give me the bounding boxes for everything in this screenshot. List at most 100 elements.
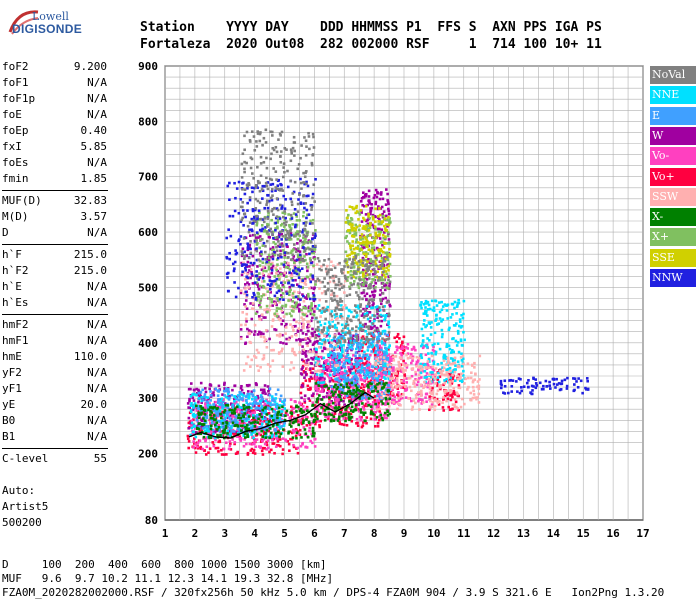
data-point (445, 399, 448, 403)
data-point (366, 357, 369, 361)
data-point (328, 401, 331, 404)
data-point (327, 353, 331, 357)
data-point (451, 403, 455, 406)
data-point (222, 410, 226, 414)
data-point (282, 285, 286, 289)
data-point (203, 419, 207, 423)
data-point (325, 361, 328, 365)
data-point (246, 414, 250, 417)
data-point (395, 374, 399, 378)
data-point (373, 193, 377, 197)
data-point (437, 301, 441, 304)
data-point (386, 410, 390, 414)
data-point (473, 366, 476, 369)
data-point (258, 251, 262, 255)
data-point (205, 416, 209, 420)
data-point (266, 401, 270, 405)
param-name: h`E (2, 280, 22, 293)
data-point (285, 337, 288, 341)
data-point (476, 396, 479, 399)
data-point (302, 359, 305, 363)
data-point (387, 325, 391, 329)
data-point (382, 371, 386, 374)
data-point (408, 385, 412, 389)
data-point (273, 413, 277, 417)
data-point (251, 393, 255, 397)
data-point (363, 312, 367, 316)
data-point (366, 400, 370, 404)
data-point (335, 326, 338, 330)
data-point (326, 365, 329, 369)
data-point (431, 380, 434, 384)
data-point (429, 372, 433, 376)
data-point (362, 283, 365, 287)
param-name: hmF1 (2, 334, 29, 347)
data-point (375, 360, 378, 363)
data-point (209, 427, 213, 431)
data-point (387, 287, 390, 290)
data-point (231, 388, 234, 392)
data-point (340, 323, 344, 327)
data-point (292, 261, 296, 264)
data-point (380, 228, 384, 232)
data-point (365, 369, 369, 372)
data-point (302, 421, 305, 425)
data-point (256, 333, 260, 336)
data-point (271, 359, 275, 363)
data-point (207, 408, 210, 412)
data-point (261, 439, 264, 443)
data-point (334, 372, 338, 376)
data-point (277, 307, 281, 310)
data-point (360, 383, 364, 386)
data-point (197, 388, 200, 392)
data-point (326, 305, 330, 309)
data-point (382, 278, 386, 282)
data-point (358, 276, 361, 279)
data-point (260, 313, 264, 316)
data-point (260, 405, 264, 408)
data-point (212, 414, 216, 417)
data-point (362, 353, 366, 357)
data-point (338, 420, 341, 423)
data-point (420, 344, 423, 348)
data-point (199, 381, 203, 385)
data-point (360, 359, 364, 363)
data-point (352, 342, 355, 346)
data-point (451, 362, 455, 365)
data-point (380, 319, 384, 323)
param-row: yF1 N/A (2, 382, 107, 398)
data-point (451, 348, 454, 352)
data-point (378, 368, 382, 372)
data-point (338, 358, 341, 362)
data-point (425, 301, 429, 305)
data-point (203, 408, 206, 412)
data-point (417, 373, 421, 377)
data-point (354, 408, 358, 412)
data-point (314, 340, 318, 344)
data-point (332, 415, 336, 419)
data-point (362, 325, 366, 328)
param-separator (2, 244, 108, 245)
data-point (395, 348, 399, 352)
data-point (283, 212, 287, 215)
data-point (268, 236, 272, 239)
data-point (336, 344, 340, 348)
data-point (268, 422, 271, 425)
data-point (386, 372, 389, 376)
data-point (255, 310, 259, 314)
data-point (277, 244, 280, 248)
data-point (258, 272, 261, 275)
data-point (350, 365, 353, 369)
data-point (379, 357, 382, 360)
data-point (350, 415, 353, 419)
data-point (380, 416, 384, 420)
data-point (354, 384, 358, 387)
data-point (347, 413, 351, 416)
data-point (360, 397, 364, 401)
param-row: yE 20.0 (2, 398, 107, 414)
data-point (276, 418, 279, 422)
data-point (372, 319, 376, 323)
data-point (336, 407, 339, 410)
data-point (454, 400, 458, 404)
data-point (295, 338, 298, 342)
